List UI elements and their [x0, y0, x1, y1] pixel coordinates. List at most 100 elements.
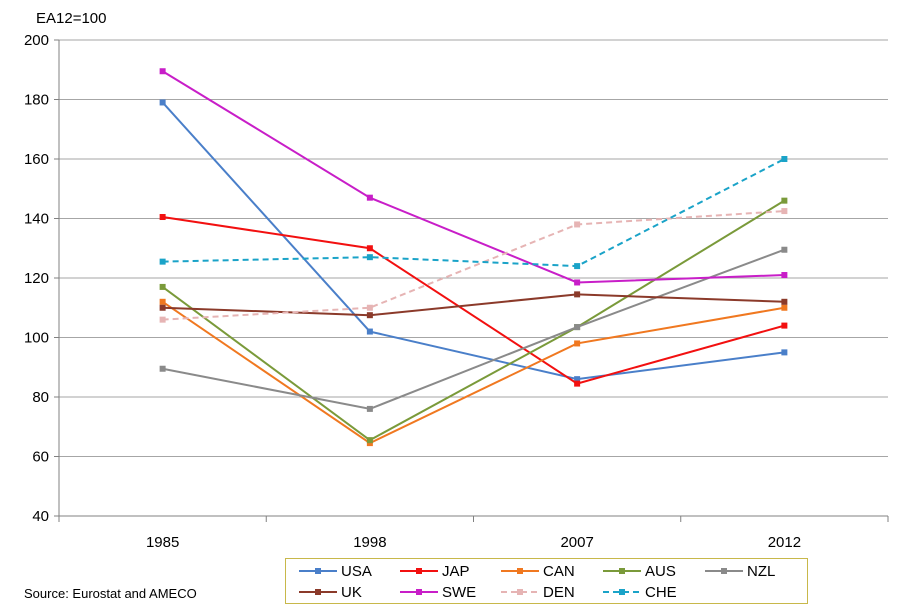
series-den — [159, 208, 788, 323]
series-line — [162, 216, 785, 385]
data-point — [781, 298, 788, 305]
legend-swatch — [299, 568, 337, 574]
data-point — [781, 197, 788, 204]
legend-swatch — [400, 589, 438, 595]
legend-item-usa: USA — [298, 560, 372, 582]
legend-label: UK — [341, 583, 362, 601]
data-point — [781, 156, 788, 162]
legend-swatch — [501, 568, 539, 574]
data-point — [574, 291, 581, 298]
legend-swatch — [603, 589, 641, 595]
x-tick-label: 1985 — [146, 534, 179, 551]
y-tick-label: 40 — [32, 508, 49, 525]
data-point — [574, 324, 581, 331]
series-can — [159, 298, 788, 447]
data-point — [159, 68, 166, 75]
legend-label: DEN — [543, 583, 575, 601]
data-point — [781, 272, 788, 279]
data-point — [366, 437, 373, 444]
x-tick-label: 2012 — [768, 534, 801, 551]
legend-swatch — [603, 568, 641, 574]
series-line — [162, 300, 785, 445]
legend-swatch — [705, 568, 743, 574]
y-tick-label: 120 — [24, 270, 49, 287]
data-point — [159, 214, 166, 221]
series-uk — [159, 291, 788, 319]
series-line — [162, 248, 785, 410]
data-point — [781, 208, 788, 215]
series-line — [162, 210, 785, 321]
legend-label: CAN — [543, 562, 575, 580]
legend-label: AUS — [645, 562, 676, 580]
gridlines — [59, 39, 888, 457]
series-jap — [159, 214, 788, 387]
legend-row: UK SWE DEN CHE — [286, 581, 807, 603]
data-point — [159, 316, 166, 323]
legend: USA JAP CAN AUS NZL UK SWE DEN CHE — [285, 558, 808, 604]
y-tick-label: 140 — [24, 211, 49, 228]
legend-item-swe: SWE — [399, 581, 476, 603]
legend-item-uk: UK — [298, 581, 362, 603]
data-point — [159, 298, 166, 305]
data-point — [574, 221, 581, 228]
legend-item-jap: JAP — [399, 560, 470, 582]
y-tick-label: 160 — [24, 151, 49, 168]
data-point — [781, 304, 788, 311]
series-nzl — [159, 246, 788, 412]
y-tick-label: 80 — [32, 389, 49, 406]
legend-swatch — [299, 589, 337, 595]
legend-swatch — [501, 589, 539, 595]
data-point — [574, 279, 581, 286]
axes — [54, 39, 889, 522]
data-point — [159, 365, 166, 372]
legend-item-aus: AUS — [602, 560, 676, 582]
data-point — [366, 312, 373, 319]
y-tick-label: 200 — [24, 32, 49, 49]
data-point — [366, 194, 373, 201]
y-tick-label: 60 — [32, 449, 49, 466]
legend-label: SWE — [442, 583, 477, 601]
legend-swatch — [400, 568, 438, 574]
legend-label: NZL — [747, 562, 776, 580]
legend-item-nzl: NZL — [704, 560, 775, 582]
legend-label: JAP — [442, 562, 470, 580]
data-point — [781, 322, 788, 329]
data-point — [366, 304, 373, 311]
legend-label: USA — [341, 562, 372, 580]
data-point — [574, 376, 581, 383]
x-tick-label: 1998 — [353, 534, 386, 551]
series-line — [162, 158, 785, 268]
data-point — [366, 254, 373, 261]
tick-labels: 40 60 80 100 120 140 160 180 200 1985 1998 2007 2012 — [24, 32, 801, 551]
series-line — [162, 293, 785, 317]
series-aus — [159, 197, 788, 444]
series-che — [159, 156, 788, 270]
series-line — [162, 199, 785, 442]
y-tick-label: 180 — [24, 92, 49, 109]
legend-item-can: CAN — [500, 560, 575, 582]
y-axis-unit-label: EA12=100 — [36, 10, 107, 27]
legend-item-che: CHE — [602, 581, 677, 603]
data-point — [159, 304, 166, 311]
legend-item-den: DEN — [500, 581, 575, 603]
series-line — [161, 101, 785, 381]
data-point — [574, 340, 581, 347]
data-point — [574, 380, 581, 387]
data-point — [781, 349, 788, 356]
data-point — [366, 405, 373, 412]
data-point — [159, 283, 166, 290]
legend-label: CHE — [645, 583, 677, 601]
series-line — [162, 70, 785, 284]
data-point — [366, 328, 373, 335]
data-point — [159, 99, 166, 106]
data-point — [574, 263, 581, 270]
data-point — [781, 246, 788, 253]
source-note: Source: Eurostat and AMECO — [24, 586, 197, 601]
data-point — [366, 245, 373, 252]
legend-row: USA JAP CAN AUS NZL — [286, 560, 807, 582]
x-tick-label: 2007 — [560, 534, 593, 551]
data-point — [159, 258, 166, 265]
y-tick-label: 100 — [24, 330, 49, 347]
series-usa — [159, 99, 788, 383]
